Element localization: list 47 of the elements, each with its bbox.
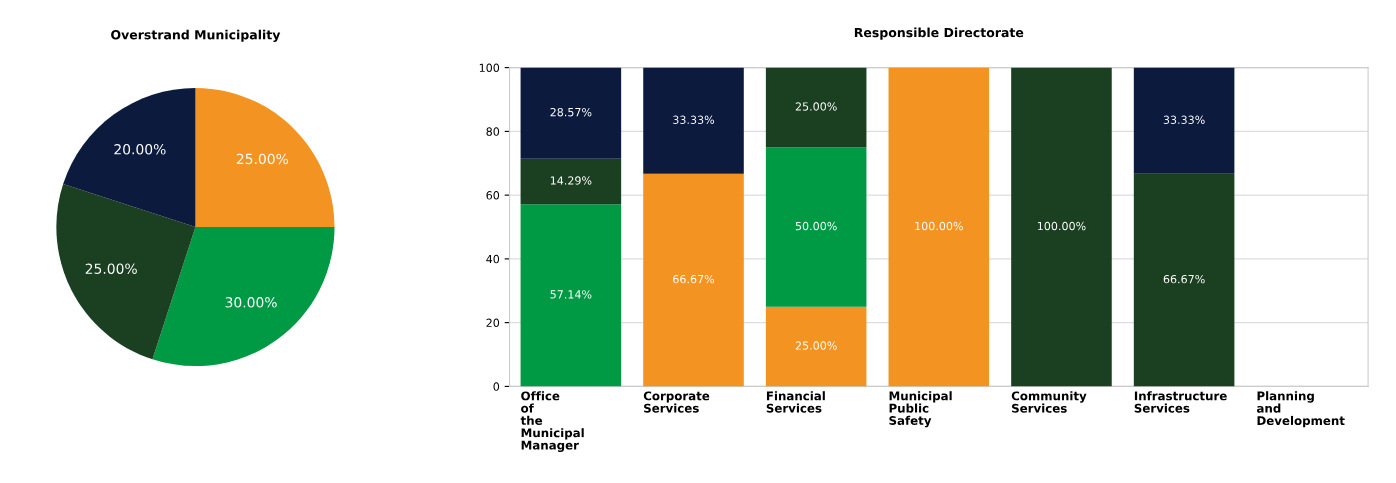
bar	[520, 204, 622, 387]
data-label: 100.00%	[1037, 221, 1086, 231]
bar	[765, 67, 867, 148]
x-tick-label: Office of the Municipal Manager	[520, 391, 584, 452]
data-label: 50.00%	[795, 221, 837, 231]
bar	[1133, 173, 1235, 387]
data-label: 25.00%	[795, 102, 837, 111]
chart-title: Responsible Directorate	[854, 27, 1024, 40]
bar	[520, 158, 622, 205]
bar	[520, 67, 622, 159]
data-label: 33.33%	[1163, 115, 1205, 124]
pie-slice	[195, 87, 335, 228]
y-tick-label: 20	[486, 318, 500, 328]
bar	[1133, 67, 1235, 174]
y-tick-label: 100	[479, 63, 500, 72]
data-label: 66.67%	[1163, 274, 1205, 284]
x-tick-label: Financial Services	[766, 391, 825, 413]
bar	[765, 306, 867, 387]
bar	[888, 67, 990, 387]
data-label: 20.00%	[114, 144, 166, 155]
y-tick-label: 40	[486, 254, 500, 264]
pie-slice	[56, 184, 196, 360]
x-tick-label: Planning and Development	[1256, 391, 1345, 428]
pie-slice	[152, 227, 335, 367]
y-tick-label: 0	[493, 382, 500, 391]
data-label: 25.00%	[795, 341, 837, 350]
data-label: 33.33%	[673, 115, 715, 124]
data-label: 57.14%	[550, 290, 592, 299]
x-tick-label: Corporate Services	[643, 391, 710, 413]
bar	[765, 147, 867, 307]
data-label: 14.29%	[550, 176, 592, 185]
bar	[643, 173, 744, 387]
x-tick-label: Infrastructure Services	[1134, 391, 1227, 413]
data-label: 30.00%	[225, 297, 277, 308]
bar	[643, 67, 744, 174]
data-label: 25.00%	[236, 153, 289, 165]
x-tick-label: Municipal Public Safety	[889, 391, 952, 428]
data-label: 66.67%	[673, 274, 715, 284]
bar	[1011, 67, 1112, 387]
data-label: 28.57%	[550, 107, 592, 117]
chart-title: Overstrand Municipality	[111, 29, 281, 42]
x-tick-label: Community Services	[1011, 391, 1087, 413]
pie-slice	[63, 87, 196, 228]
data-label: 100.00%	[915, 221, 963, 231]
y-tick-label: 80	[486, 127, 500, 136]
y-tick-label: 60	[486, 191, 500, 200]
data-label: 25.00%	[85, 263, 137, 274]
